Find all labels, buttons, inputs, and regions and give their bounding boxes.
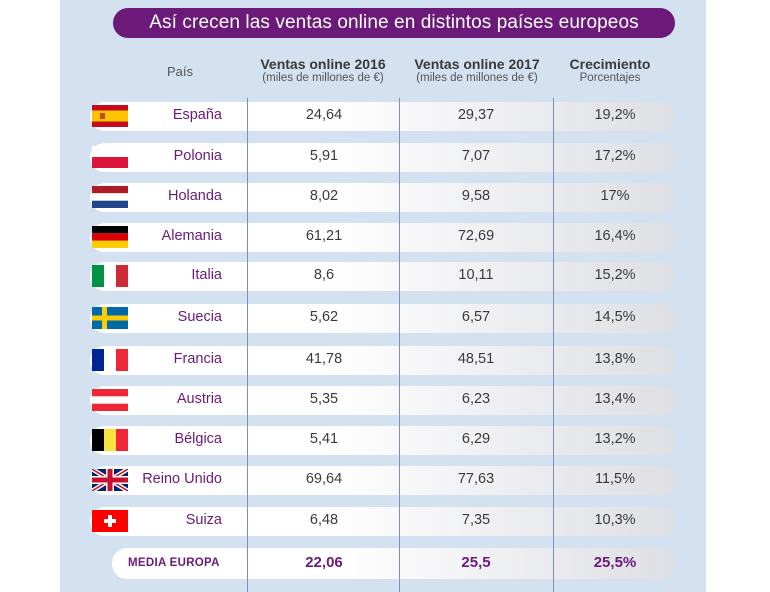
- germany-flag: [92, 226, 128, 248]
- header-ventas-2017: Ventas online 2017 (miles de millones de…: [414, 56, 540, 84]
- country-name: Suecia: [177, 309, 222, 325]
- table-row: [90, 386, 676, 415]
- table-row: [90, 223, 676, 252]
- value-2017: 10,11: [458, 267, 494, 283]
- country-name: Austria: [176, 391, 222, 407]
- column-divider: [399, 98, 400, 592]
- table-row: [90, 507, 676, 536]
- value-2017: 29,37: [457, 107, 495, 123]
- country-name: España: [172, 107, 222, 123]
- table-row: [90, 304, 676, 333]
- sweden-flag: [92, 307, 128, 329]
- value-2016: 69,64: [305, 471, 343, 487]
- value-growth: 17,2%: [594, 148, 636, 164]
- country-name: Polonia: [173, 148, 222, 164]
- country-name: Italia: [191, 267, 222, 283]
- value-2016: 8,02: [309, 188, 339, 204]
- value-2016: 41,78: [305, 351, 343, 367]
- table-row: [90, 102, 676, 131]
- value-2016: 6,48: [309, 512, 339, 528]
- value-2016: 5,62: [309, 309, 339, 325]
- value-growth: 14,5%: [594, 309, 636, 325]
- value-2017: 6,57: [461, 309, 491, 325]
- austria-flag: [92, 389, 128, 411]
- value-2017: 77,63: [457, 471, 495, 487]
- value-growth: 13,8%: [594, 351, 636, 367]
- country-name: Holanda: [167, 188, 222, 204]
- value-growth: 13,2%: [594, 431, 636, 447]
- country-name: Francia: [173, 351, 222, 367]
- value-growth: 11,5%: [594, 471, 636, 487]
- value-growth: 15,2%: [594, 267, 636, 283]
- value-2017: 72,69: [457, 228, 495, 244]
- value-2016: 24,64: [305, 107, 343, 123]
- value-2017: 48,51: [457, 351, 495, 367]
- value-growth: 19,2%: [594, 107, 636, 123]
- table-row: [90, 346, 676, 375]
- netherlands-flag: [92, 186, 128, 208]
- table-panel: [60, 0, 706, 592]
- country-name: Alemania: [161, 228, 222, 244]
- belgium-flag: [92, 429, 128, 451]
- value-2017: 7,07: [461, 148, 491, 164]
- average-growth: 25,5%: [593, 554, 637, 571]
- italy-flag: [92, 265, 128, 287]
- table-row: [90, 426, 676, 455]
- header-pais: País: [166, 64, 193, 79]
- value-2016: 5,41: [309, 431, 339, 447]
- average-row-background: [112, 548, 676, 579]
- value-2016: 8,6: [313, 267, 335, 283]
- column-divider: [553, 98, 554, 592]
- value-2016: 61,21: [305, 228, 343, 244]
- average-2017: 25,5: [461, 554, 491, 571]
- france-flag: [92, 349, 128, 371]
- value-growth: 16,4%: [594, 228, 636, 244]
- table-row: [90, 466, 676, 495]
- header-ventas-2016: Ventas online 2016 (miles de millones de…: [260, 56, 386, 84]
- value-2017: 6,29: [461, 431, 491, 447]
- country-name: Bélgica: [174, 431, 222, 447]
- country-name: Reino Unido: [142, 471, 222, 487]
- value-growth: 10,3%: [594, 512, 636, 528]
- value-2017: 7,35: [461, 512, 491, 528]
- value-2016: 5,35: [309, 391, 339, 407]
- spain-flag: [92, 105, 128, 127]
- value-2017: 6,23: [461, 391, 491, 407]
- uk-flag: [92, 469, 128, 491]
- chart-title: Así crecen las ventas online en distinto…: [113, 8, 675, 38]
- column-divider: [247, 98, 248, 592]
- value-growth: 17%: [600, 188, 630, 204]
- country-name: Suiza: [185, 512, 222, 528]
- table-row: [90, 143, 676, 172]
- switzerland-flag: [92, 510, 128, 532]
- average-2016: 22,06: [305, 554, 343, 571]
- table-row: [90, 183, 676, 212]
- value-2017: 9,58: [461, 188, 491, 204]
- poland-flag: [92, 146, 128, 168]
- table-row: [90, 262, 676, 291]
- value-2016: 5,91: [309, 148, 339, 164]
- value-growth: 13,4%: [594, 391, 636, 407]
- average-label: MEDIA EUROPA: [128, 557, 220, 569]
- header-crecimiento: Crecimiento Porcentajes: [569, 56, 651, 84]
